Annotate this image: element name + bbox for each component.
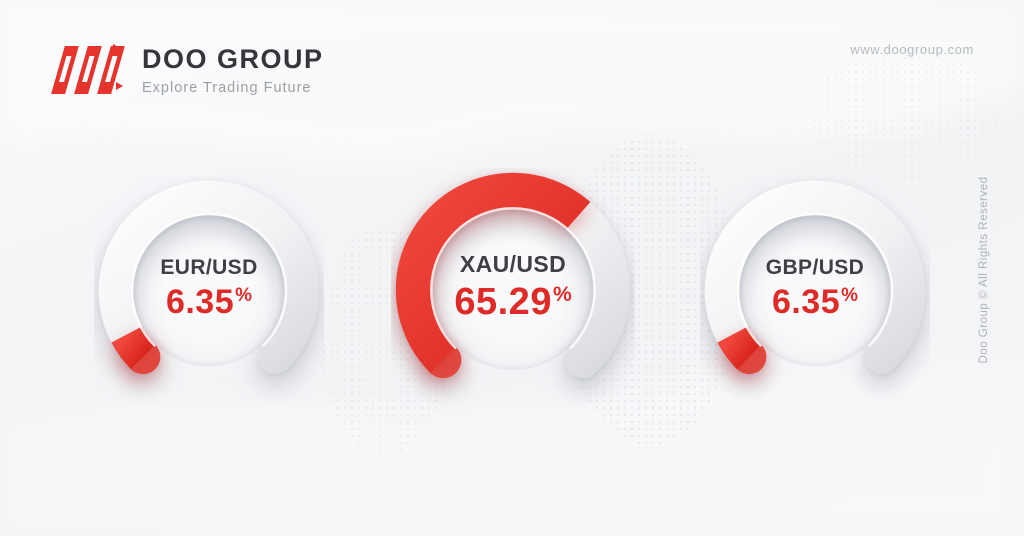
brand-tagline: Explore Trading Future (142, 80, 312, 96)
logo-accent-triangle-bottom (116, 82, 123, 90)
background-wave-bottom (0, 350, 1024, 536)
halftone-dots-right-of-center (562, 135, 738, 445)
gauge-eur-usd: EUR/USD 6.35 % (94, 176, 324, 406)
halftone-dots-top-right (810, 50, 1000, 180)
logo-accent-triangle-top (113, 44, 121, 52)
background-wave-top (0, 0, 1024, 163)
website-url: www.doogroup.com (850, 42, 974, 57)
gauge-ring-gbp-usd (704, 180, 926, 375)
gauge-ring-xau-usd (395, 172, 631, 379)
gauge-xau-usd: XAU/USD 65.29 % (391, 168, 635, 412)
copyright-text: Doo Group © All Rights Reserved (978, 176, 990, 364)
brand-text-block: DOO GROUP Explore Trading Future (142, 42, 324, 97)
brand-logo: DOO GROUP Explore Trading Future (50, 42, 324, 100)
doo-group-logo-icon (51, 44, 125, 94)
gauge-ring-eur-usd (98, 180, 320, 375)
gauge-gbp-usd: GBP/USD 6.35 % (700, 176, 930, 406)
brand-name: DOO GROUP (142, 44, 324, 74)
